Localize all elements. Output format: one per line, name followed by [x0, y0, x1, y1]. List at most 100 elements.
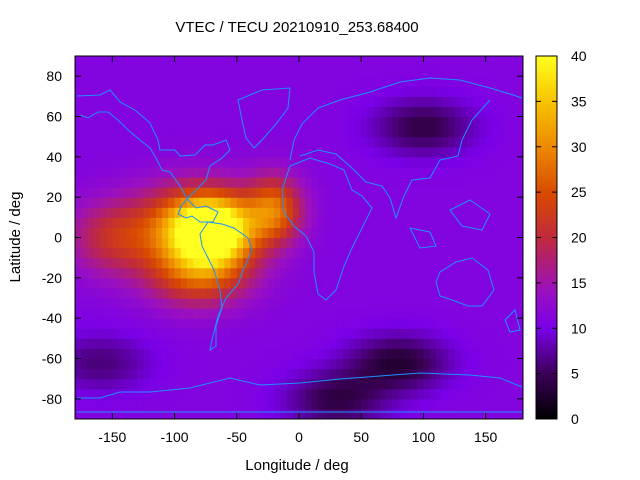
x-tick-label: 0 — [295, 429, 303, 445]
heat-cell — [280, 247, 288, 259]
heat-cell — [255, 328, 263, 339]
heat-cell — [149, 388, 157, 400]
heat-cell — [131, 338, 138, 350]
heat-cell — [180, 287, 188, 299]
heat-cell — [255, 116, 263, 128]
heat-cell — [404, 207, 412, 218]
heat-cell — [429, 308, 437, 319]
heat-cell — [423, 86, 431, 97]
heat-cell — [149, 348, 157, 360]
heat-cell — [267, 187, 275, 198]
heat-cell — [218, 338, 225, 350]
heat-cell — [180, 177, 188, 188]
heat-cell — [143, 96, 151, 108]
heat-cell — [379, 237, 387, 249]
heat-cell — [317, 106, 325, 118]
heat-cell — [498, 338, 505, 350]
heat-cell — [93, 237, 101, 249]
heat-cell — [93, 126, 101, 138]
heat-cell — [249, 287, 257, 299]
heat-cell — [131, 408, 138, 419]
heat-cell — [323, 106, 331, 118]
heat-cell — [498, 328, 505, 339]
heat-cell — [230, 277, 238, 289]
heat-cell — [299, 338, 306, 350]
heat-cell — [379, 207, 387, 218]
heat-cell — [267, 308, 275, 319]
heat-cell — [448, 106, 456, 118]
heat-cell — [448, 358, 456, 370]
heat-cell — [124, 287, 132, 299]
heat-cell — [75, 267, 82, 279]
heat-cell — [429, 237, 437, 249]
heat-cell — [336, 308, 344, 319]
heat-cell — [193, 56, 201, 67]
heat-cell — [187, 358, 194, 370]
heat-cell — [510, 368, 518, 380]
heat-cell — [498, 116, 505, 128]
heat-cell — [180, 338, 188, 350]
heat-cell — [249, 308, 257, 319]
heat-cell — [417, 146, 425, 158]
heat-cell — [336, 56, 344, 67]
heat-cell — [473, 106, 481, 118]
heat-cell — [467, 277, 474, 289]
heat-cell — [149, 136, 157, 148]
heat-cell — [162, 197, 169, 208]
heat-cell — [516, 217, 523, 229]
heat-cell — [131, 227, 138, 239]
heat-cell — [286, 398, 294, 410]
heat-cell — [106, 126, 113, 138]
heat-cell — [267, 328, 275, 339]
heat-cell — [311, 398, 319, 410]
heat-cell — [498, 187, 505, 198]
heat-cell — [280, 106, 288, 118]
heat-cell — [280, 156, 288, 168]
heat-cell — [137, 187, 145, 198]
heat-cell — [479, 187, 487, 198]
heat-cell — [81, 66, 89, 77]
heat-cell — [373, 358, 381, 370]
heat-cell — [199, 358, 207, 370]
heat-cell — [162, 368, 169, 380]
heat-cell — [124, 267, 132, 279]
heat-cell — [348, 408, 356, 419]
heat-cell — [330, 358, 337, 370]
heat-cell — [423, 368, 431, 380]
heat-cell — [516, 348, 523, 360]
heat-cell — [149, 207, 157, 218]
heat-cell — [211, 86, 219, 97]
heat-cell — [81, 56, 89, 67]
heat-cell — [299, 86, 306, 97]
heat-cell — [137, 66, 145, 77]
heat-cell — [510, 166, 518, 178]
heat-cell — [236, 408, 244, 419]
heat-cell — [429, 177, 437, 188]
heat-cell — [398, 378, 406, 390]
heat-cell — [155, 277, 163, 289]
heat-cell — [236, 166, 244, 178]
heat-cell — [149, 338, 157, 350]
heat-cell — [199, 207, 207, 218]
heat-cell — [386, 56, 393, 67]
heat-cell — [286, 298, 294, 309]
heat-cell — [386, 177, 393, 188]
heat-cell — [280, 287, 288, 299]
heat-cell — [162, 217, 169, 229]
heat-cell — [280, 197, 288, 208]
heat-cell — [174, 368, 182, 380]
heat-cell — [93, 358, 101, 370]
heat-cell — [454, 348, 462, 360]
heat-cell — [193, 308, 201, 319]
heat-cell — [398, 358, 406, 370]
heat-cell — [404, 56, 412, 67]
heat-cell — [498, 247, 505, 259]
heat-cell — [224, 298, 232, 309]
heat-cell — [429, 318, 437, 329]
heat-cell — [323, 287, 331, 299]
x-tick-label: -150 — [98, 429, 126, 445]
heat-cell — [498, 166, 505, 178]
heat-cell — [149, 146, 157, 158]
heat-cell — [292, 267, 300, 279]
heat-cell — [467, 358, 474, 370]
